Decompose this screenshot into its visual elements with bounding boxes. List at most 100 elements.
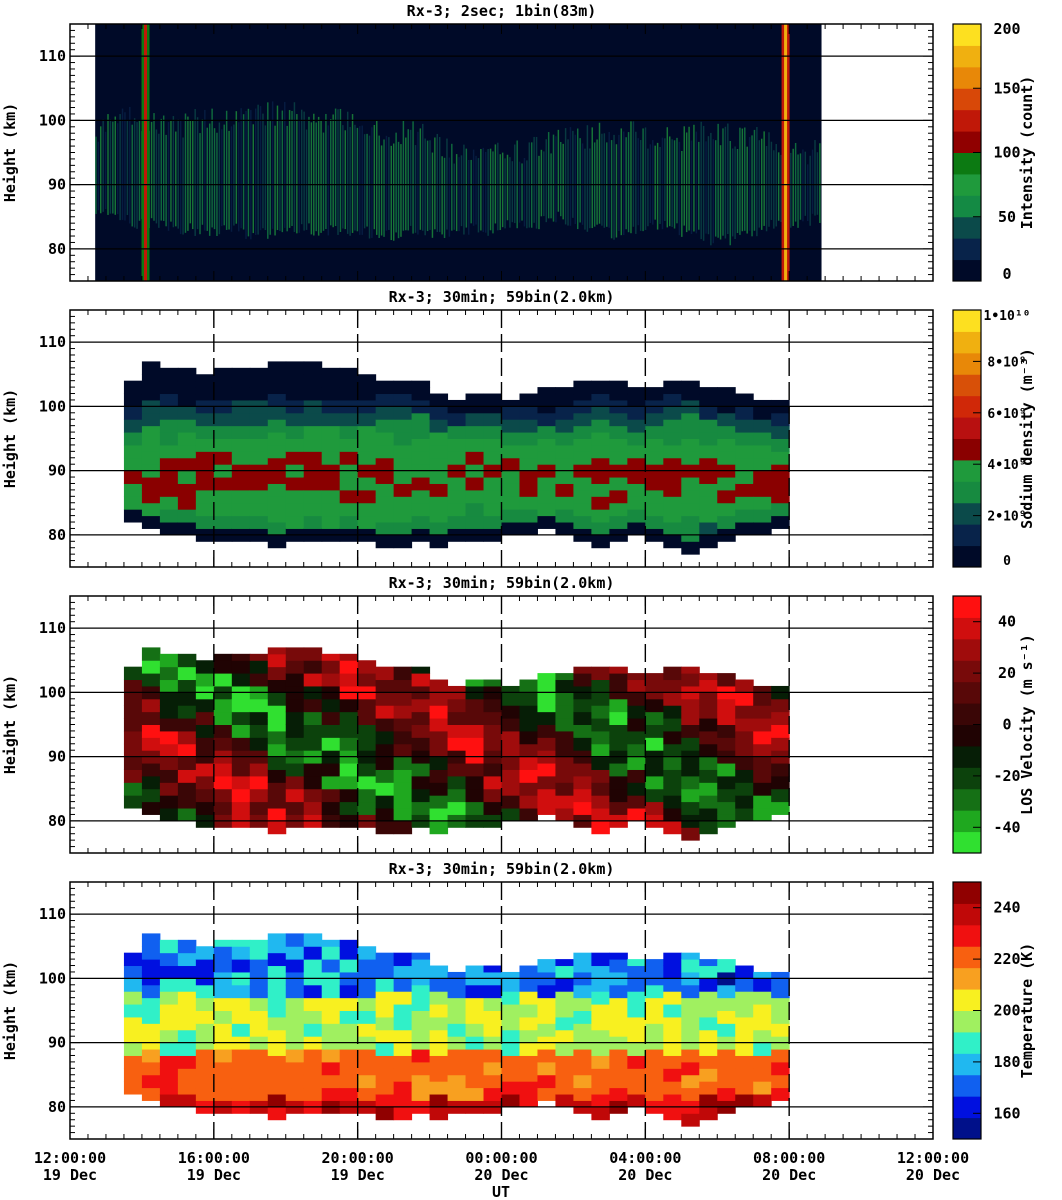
heatmap-cell	[681, 477, 700, 491]
heatmap-cell	[771, 984, 790, 999]
heatmap-cell	[321, 939, 341, 947]
heatmap-stripe	[564, 128, 567, 225]
heatmap-cell	[609, 737, 628, 751]
heatmap-cell	[141, 660, 161, 674]
heatmap-cell	[195, 412, 215, 427]
heatmap-cell	[339, 984, 359, 999]
heatmap-stripe	[705, 141, 707, 234]
heatmap-stripe	[453, 163, 455, 230]
heatmap-cell	[357, 477, 377, 491]
heatmap-cell	[249, 1023, 269, 1037]
heatmap-cell	[609, 775, 628, 790]
heatmap-cell	[735, 692, 754, 706]
heatmap-cell	[393, 965, 413, 979]
heatmap-cell	[123, 795, 143, 809]
heatmap-stripe	[228, 130, 230, 230]
heatmap-cell	[447, 1087, 467, 1101]
heatmap-cell	[771, 763, 790, 777]
heatmap-cell	[321, 367, 341, 375]
heatmap-cell	[447, 1023, 467, 1037]
heatmap-stripe	[768, 132, 770, 227]
heatmap-cell	[609, 1061, 628, 1076]
heatmap-cell	[735, 444, 754, 459]
heatmap-cell	[717, 724, 736, 738]
heatmap-cell	[429, 769, 449, 783]
heatmap-stripe	[555, 136, 557, 223]
heatmap-stripe	[300, 109, 303, 225]
heatmap-cell	[231, 1087, 251, 1101]
heatmap-cell	[627, 419, 646, 433]
heatmap-cell	[591, 470, 610, 484]
heatmap-cell	[609, 477, 628, 491]
heatmap-cell	[735, 756, 754, 770]
heatmap-cell	[609, 673, 628, 687]
heatmap-cell	[771, 438, 790, 452]
heatmap-stripe	[804, 151, 807, 216]
heatmap-stripe	[262, 113, 264, 229]
heatmap-cell	[501, 1094, 520, 1108]
heatmap-cell	[501, 808, 520, 822]
heatmap-cell	[177, 457, 197, 472]
heatmap-cell	[699, 743, 718, 758]
heatmap-stripe	[540, 149, 543, 217]
heatmap-cell	[339, 653, 359, 661]
heatmap-cell	[447, 737, 467, 751]
heatmap-cell	[213, 515, 233, 529]
heatmap-cell	[429, 965, 449, 979]
heatmap-cell	[591, 679, 610, 693]
heatmap-cell	[717, 1049, 736, 1063]
heatmap-stripe	[371, 127, 373, 238]
heatmap-cell	[483, 393, 502, 401]
heatmap-cell	[429, 718, 449, 732]
heatmap-cell	[501, 991, 520, 1005]
heatmap-cell	[393, 705, 413, 719]
heatmap-cell	[555, 522, 574, 536]
heatmap-cell	[447, 1074, 467, 1089]
heatmap-stripe	[359, 126, 361, 235]
heatmap-cell	[681, 425, 700, 439]
colorbar-segment	[953, 596, 981, 618]
heatmap-cell	[177, 965, 197, 979]
heatmap-cell	[195, 438, 215, 452]
heatmap-cell	[591, 457, 610, 472]
heatmap-cell	[645, 788, 664, 803]
heatmap-cell	[753, 756, 772, 770]
heatmap-cell	[591, 820, 610, 835]
heatmap-cell	[123, 483, 143, 497]
heatmap-cell	[501, 1081, 520, 1095]
heatmap-cell	[573, 438, 592, 452]
heatmap-cell	[177, 939, 197, 954]
heatmap-stripe	[107, 114, 109, 215]
colorbar-tick-label: 6•10⁹	[987, 407, 1026, 422]
heatmap-cell	[627, 730, 646, 745]
heatmap-cell	[609, 515, 628, 529]
heatmap-cell	[555, 679, 574, 693]
heatmap-cell	[285, 1087, 305, 1101]
heatmap-cell	[393, 406, 413, 420]
heatmap-cell	[735, 1068, 754, 1082]
heatmap-cell	[249, 1049, 269, 1063]
heatmap-cell	[681, 412, 700, 427]
heatmap-cell	[591, 991, 610, 1005]
heatmap-cell	[555, 795, 574, 809]
heatmap-stripe	[187, 116, 189, 231]
heatmap-cell	[663, 1055, 682, 1069]
heatmap-cell	[591, 522, 610, 536]
heatmap-stripe	[310, 122, 313, 235]
heatmap-cell	[465, 393, 485, 401]
heatmap-cell	[519, 978, 538, 992]
heatmap-cell	[555, 1016, 574, 1031]
heatmap-cell	[321, 1049, 341, 1063]
heatmap-cell	[537, 698, 556, 713]
heatmap-cell	[267, 1094, 287, 1108]
heatmap-stripe	[405, 137, 407, 231]
heatmap-cell	[483, 1049, 502, 1063]
heatmap-cell	[645, 412, 664, 427]
heatmap-cell	[249, 1061, 269, 1076]
heatmap-cell	[321, 763, 341, 777]
colorbar-segment	[953, 788, 981, 811]
colorbar-tick-label: 4•10⁹	[987, 458, 1026, 473]
heatmap-cell	[285, 673, 305, 687]
heatmap-cell	[555, 1029, 574, 1044]
heatmap-cell	[375, 679, 395, 693]
